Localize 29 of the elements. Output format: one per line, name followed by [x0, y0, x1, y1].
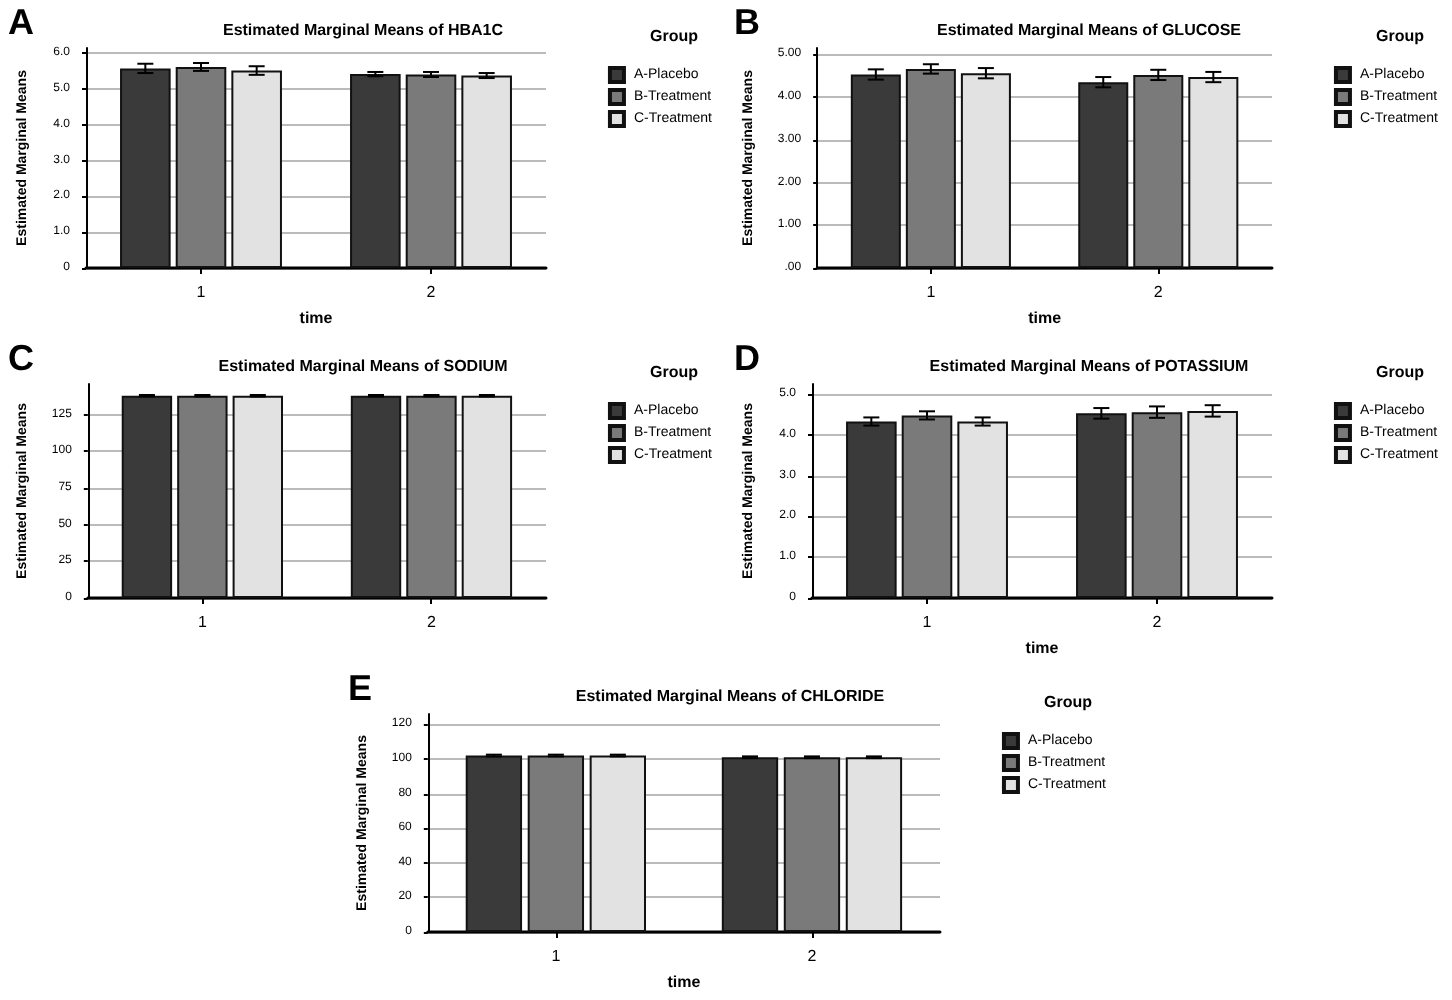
x-tick-label: 1: [926, 283, 937, 301]
x-tick-label: 2: [427, 613, 437, 631]
x-tick-label: 1: [197, 613, 208, 631]
x-tick-label: 1: [551, 947, 562, 965]
x-tick-label: 2: [1153, 283, 1164, 301]
x-tick-label: 2: [807, 947, 818, 965]
chart-title: Estimated Marginal Means of SODIUM: [218, 357, 509, 375]
legend-title: Group: [1044, 693, 1093, 711]
text: A: [8, 2, 34, 42]
legend-title: Group: [650, 27, 699, 45]
chart-title: Estimated Marginal Means of CHLORIDE: [575, 687, 886, 705]
chart-title: Estimated Marginal Means of HBA1C: [222, 21, 504, 39]
chart-title: Estimated Marginal Means of GLUCOSE: [936, 21, 1243, 39]
text: D: [734, 338, 760, 378]
x-tick-label: 2: [1152, 613, 1163, 631]
text: C: [8, 338, 34, 378]
x-axis-title: time: [667, 972, 702, 991]
x-tick-label: 1: [922, 613, 933, 631]
legend-title: Group: [1376, 363, 1425, 381]
text: B: [734, 2, 760, 42]
x-axis-title: time: [1025, 638, 1060, 657]
x-axis-title: time: [1028, 308, 1063, 327]
x-tick-label: 1: [196, 283, 207, 301]
text: E: [348, 668, 373, 708]
chart-title: Estimated Marginal Means of POTASSIUM: [929, 357, 1250, 375]
legend-title: Group: [650, 363, 699, 381]
x-tick-label: 2: [426, 283, 437, 301]
legend-title: Group: [1376, 27, 1425, 45]
x-axis-title: time: [299, 308, 334, 327]
